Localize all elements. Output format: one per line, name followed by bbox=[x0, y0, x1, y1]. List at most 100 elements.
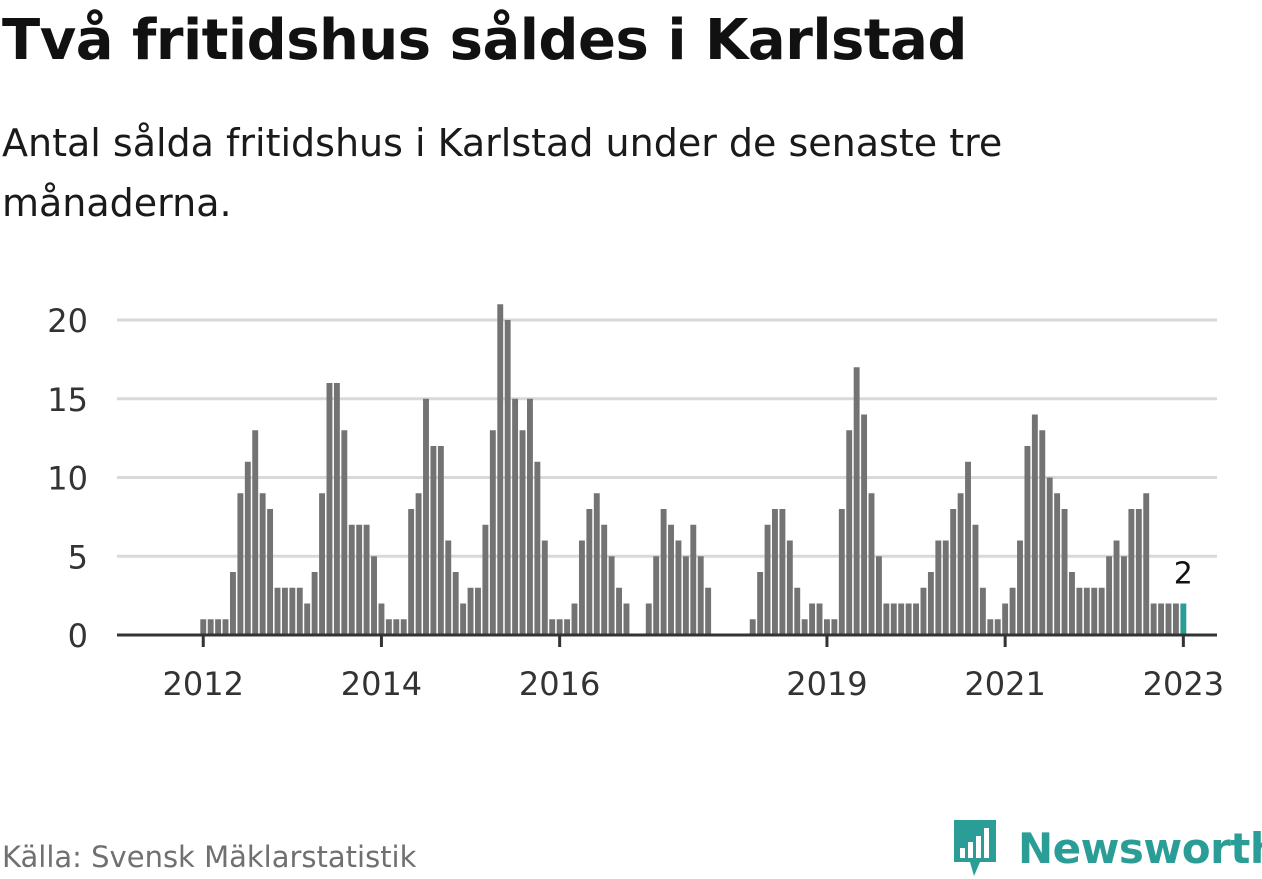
x-tick-label: 2016 bbox=[519, 665, 600, 703]
bar bbox=[794, 587, 801, 635]
bar bbox=[1009, 587, 1016, 635]
x-tick-label: 2012 bbox=[163, 665, 244, 703]
bar bbox=[556, 619, 563, 635]
bar bbox=[1054, 493, 1061, 635]
bar bbox=[1098, 587, 1105, 635]
bar bbox=[527, 398, 533, 635]
bar bbox=[482, 524, 489, 635]
bar bbox=[467, 587, 474, 635]
bar bbox=[437, 446, 444, 635]
y-tick-label: 20 bbox=[47, 302, 88, 340]
bar bbox=[861, 414, 868, 635]
bar bbox=[682, 556, 689, 635]
bar bbox=[341, 430, 348, 635]
bar bbox=[809, 603, 816, 635]
bar bbox=[608, 556, 615, 635]
bar bbox=[215, 619, 222, 635]
bar bbox=[965, 461, 971, 635]
bar bbox=[289, 587, 296, 635]
bar bbox=[259, 493, 266, 635]
bar bbox=[913, 603, 919, 635]
bar bbox=[445, 540, 452, 635]
bar bbox=[497, 304, 504, 635]
bars bbox=[200, 304, 1187, 635]
chart-title: Två fritidshus såldes i Karlstad bbox=[2, 8, 967, 73]
source-note: Källa: Svensk Mäklarstatistik bbox=[2, 840, 417, 874]
newsworthy-logo: Newsworthy bbox=[950, 818, 1262, 878]
bar bbox=[645, 603, 652, 635]
bar bbox=[757, 572, 764, 635]
bar bbox=[1046, 477, 1053, 635]
bar bbox=[378, 603, 385, 635]
x-axis-ticks: 2012 2014 2016 2019 2021 2023 bbox=[163, 635, 1224, 703]
bar bbox=[430, 446, 437, 635]
bar bbox=[200, 619, 207, 635]
bar bbox=[1135, 509, 1142, 635]
bar bbox=[764, 524, 771, 635]
bar bbox=[831, 619, 838, 635]
bar bbox=[252, 430, 259, 635]
bar bbox=[950, 509, 957, 635]
bar bbox=[846, 430, 853, 635]
bar bbox=[578, 540, 585, 635]
bar bbox=[1106, 556, 1113, 635]
bar bbox=[304, 603, 311, 635]
bar bbox=[1039, 430, 1046, 635]
bar bbox=[1083, 587, 1090, 635]
bar bbox=[772, 509, 778, 635]
bar bbox=[853, 367, 860, 635]
bar bbox=[549, 619, 556, 635]
bar bbox=[801, 619, 808, 635]
bar bbox=[987, 619, 994, 635]
bar bbox=[267, 509, 274, 635]
y-tick-label: 10 bbox=[47, 460, 88, 498]
bar bbox=[749, 619, 756, 635]
bar bbox=[504, 320, 511, 635]
bar bbox=[883, 603, 890, 635]
bar bbox=[675, 540, 682, 635]
bar bbox=[571, 603, 578, 635]
bar bbox=[363, 524, 370, 635]
bar bbox=[1150, 603, 1157, 635]
bar bbox=[1143, 493, 1150, 635]
bar bbox=[816, 603, 823, 635]
bar bbox=[868, 493, 875, 635]
bar bbox=[274, 587, 281, 635]
x-tick-label: 2023 bbox=[1143, 665, 1224, 703]
bar bbox=[1024, 446, 1031, 635]
y-tick-label: 5 bbox=[68, 538, 88, 576]
bar bbox=[994, 619, 1001, 635]
bar bbox=[1165, 603, 1172, 635]
bar bbox=[824, 619, 830, 635]
x-tick-label: 2021 bbox=[964, 665, 1045, 703]
bar bbox=[415, 493, 422, 635]
bar bbox=[905, 603, 912, 635]
bar bbox=[311, 572, 318, 635]
bar bbox=[601, 524, 608, 635]
bar bbox=[593, 493, 600, 635]
bar bbox=[705, 587, 712, 635]
bar bbox=[668, 524, 674, 635]
bar bbox=[1121, 556, 1127, 635]
bar bbox=[1172, 603, 1179, 635]
bar bbox=[1069, 572, 1075, 635]
bar bbox=[281, 587, 288, 635]
bar bbox=[460, 603, 467, 635]
bar bbox=[1091, 587, 1098, 635]
bar bbox=[697, 556, 704, 635]
y-tick-label: 0 bbox=[68, 617, 88, 655]
bar bbox=[400, 619, 407, 635]
bar bbox=[935, 540, 942, 635]
bar bbox=[875, 556, 882, 635]
brand-name: Newsworthy bbox=[1018, 823, 1262, 873]
bar bbox=[660, 509, 667, 635]
bar bbox=[1017, 540, 1023, 635]
bar-latest bbox=[1180, 603, 1187, 635]
chart-subtitle: Antal sålda fritidshus i Karlstad under … bbox=[2, 121, 1003, 225]
bar bbox=[779, 509, 786, 635]
last-value-label: 2 bbox=[1174, 557, 1193, 592]
bar bbox=[408, 509, 415, 635]
bar bbox=[653, 556, 660, 635]
bar bbox=[371, 556, 377, 635]
